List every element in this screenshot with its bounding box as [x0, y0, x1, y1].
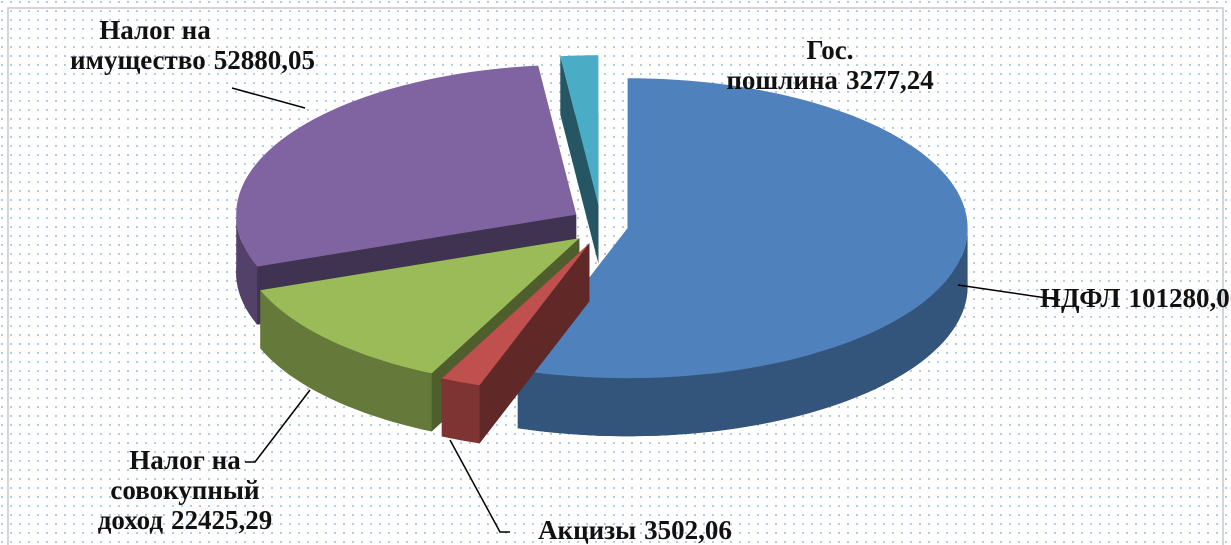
- slice-top: [441, 243, 590, 386]
- frame: [7, 7, 1224, 545]
- leader-line: [449, 439, 510, 533]
- label-value: 3502,06: [644, 515, 732, 545]
- slice-outer-wall: [236, 214, 258, 325]
- data-label: Гос. пошлина 3277,24: [700, 35, 960, 95]
- slice-top: [560, 55, 599, 206]
- leader-line: [245, 389, 311, 463]
- slice-radial-wall: [560, 56, 599, 264]
- pie-slice: [517, 78, 968, 437]
- label-name: НДФЛ: [1040, 283, 1121, 313]
- slice-top: [517, 78, 968, 379]
- slice-outer-wall: [260, 290, 432, 432]
- leader-line: [231, 87, 306, 109]
- pie-slice: [441, 243, 590, 444]
- leaders: [231, 87, 1061, 533]
- label-name: Гос. пошлина: [726, 35, 854, 95]
- label-value: 101280,00: [1128, 283, 1231, 313]
- label-value: 22425,29: [171, 505, 273, 535]
- slice-outer-wall: [441, 378, 480, 444]
- leader-line: [957, 284, 1061, 301]
- data-label: Налог на имущество 52880,05: [70, 15, 315, 75]
- label-name: Налог на совокупный доход: [97, 445, 260, 535]
- label-value: 52880,05: [213, 45, 315, 75]
- label-name: Налог на имущество: [70, 15, 211, 75]
- slice-top: [260, 238, 580, 374]
- data-label: Налог на совокупный доход 22425,29: [60, 445, 310, 535]
- pie-slice: [560, 55, 599, 264]
- label-value: 3277,24: [845, 65, 934, 95]
- slice-top: [236, 65, 577, 267]
- slices: [236, 55, 968, 444]
- label-name: Акцизы: [538, 515, 637, 545]
- data-label: Акцизы 3502,06: [505, 515, 765, 545]
- slice-outer-wall: [517, 228, 968, 437]
